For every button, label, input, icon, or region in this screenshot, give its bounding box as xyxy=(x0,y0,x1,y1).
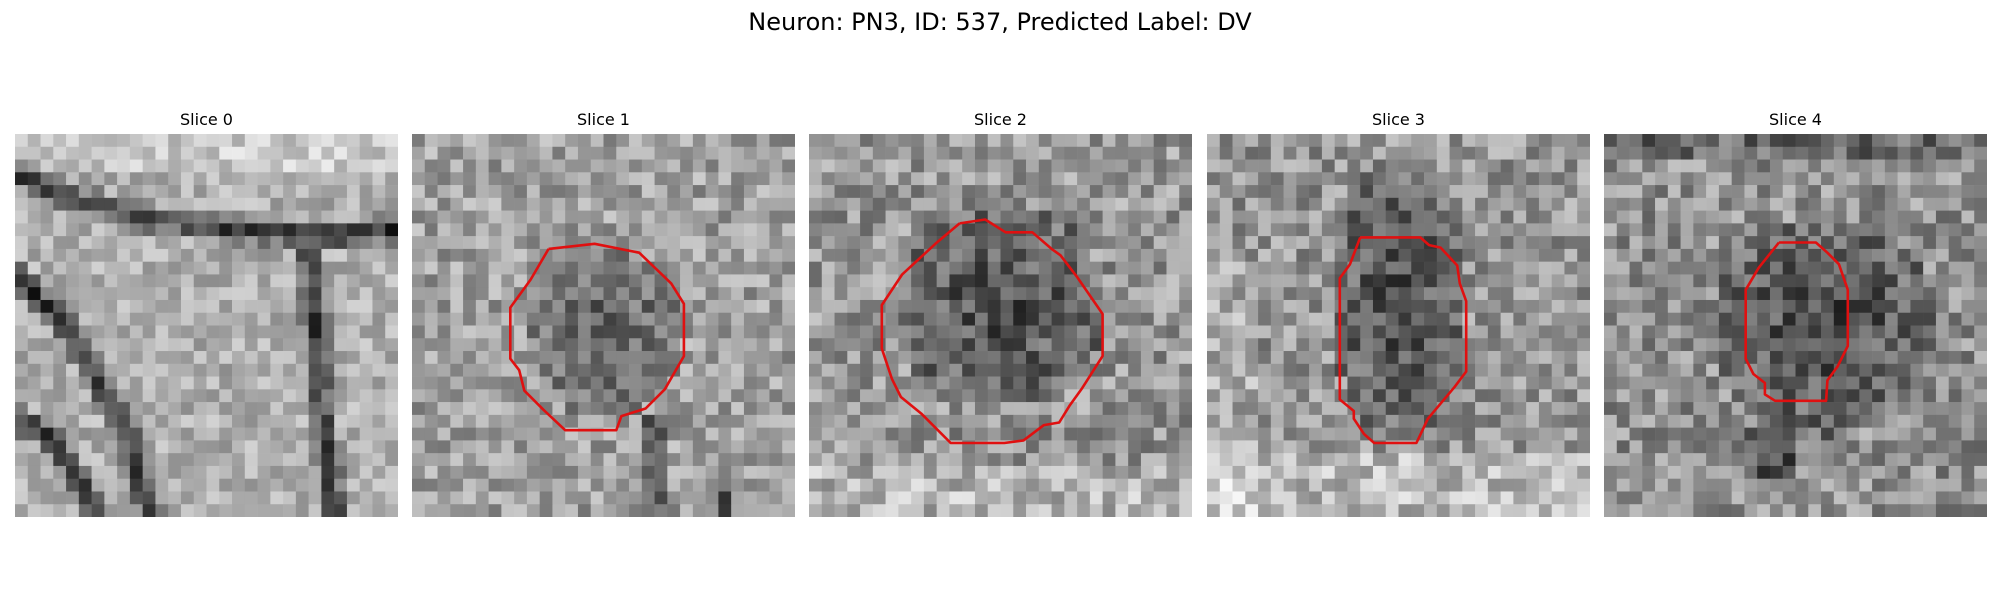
slice-title-2: Slice 2 xyxy=(974,110,1027,129)
slice-0-pixels xyxy=(15,134,398,517)
slice-3-canvas xyxy=(1207,134,1590,517)
slice-3-pixels xyxy=(1207,134,1590,517)
slice-image-4 xyxy=(1604,134,1987,517)
slice-2-pixels xyxy=(809,134,1192,517)
slice-3-contour xyxy=(1338,236,1468,445)
slice-1-canvas xyxy=(412,134,795,517)
slice-image-1 xyxy=(412,134,795,517)
slice-image-3 xyxy=(1207,134,1590,517)
slice-title-0: Slice 0 xyxy=(180,110,233,129)
figure-title: Neuron: PN3, ID: 537, Predicted Label: D… xyxy=(748,8,1252,36)
slice-4-canvas xyxy=(1604,134,1987,517)
slice-2-canvas xyxy=(809,134,1192,517)
slice-1-contour xyxy=(509,242,686,432)
slice-title-1: Slice 1 xyxy=(577,110,630,129)
slice-title-4: Slice 4 xyxy=(1769,110,1822,129)
slice-4-pixels xyxy=(1604,134,1987,517)
slice-1-pixels xyxy=(412,134,795,517)
slice-4-contour xyxy=(1744,241,1850,403)
slice-image-0 xyxy=(15,134,398,517)
slice-0-canvas xyxy=(15,134,398,517)
slice-title-3: Slice 3 xyxy=(1372,110,1425,129)
slice-image-2 xyxy=(809,134,1192,517)
slice-2-contour xyxy=(880,218,1104,445)
